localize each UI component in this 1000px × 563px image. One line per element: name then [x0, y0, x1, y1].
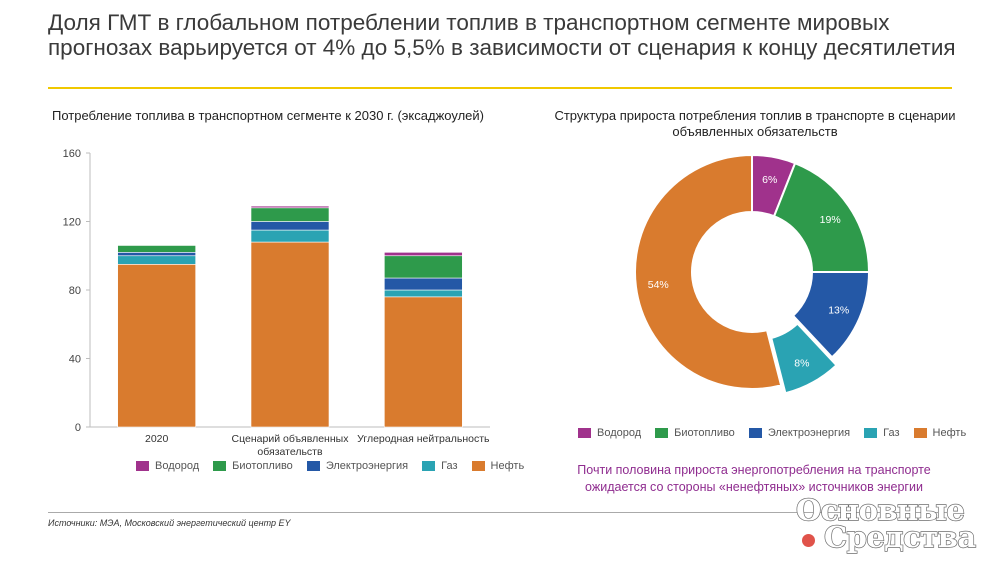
- bar-segment: [384, 252, 463, 257]
- conclusion-note: Почти половина прироста энергопотреблени…: [577, 463, 931, 494]
- legend-label: Нефть: [490, 460, 525, 472]
- legend-item: Водород: [136, 460, 199, 472]
- legend-item: Газ: [422, 460, 458, 472]
- legend-swatch: [578, 428, 591, 438]
- watermark-logo: Основные Средства: [794, 494, 994, 556]
- x-category-label: Сценарий объявленных обязательств: [232, 433, 350, 458]
- bar-segment: [117, 255, 196, 265]
- legend-item: Биотопливо: [655, 427, 735, 439]
- legend-item: Биотопливо: [213, 460, 293, 472]
- legend-item: Электроэнергия: [748, 427, 851, 439]
- legend-swatch: [213, 461, 227, 471]
- slice-label: 13%: [828, 305, 849, 317]
- slice-label: 6%: [762, 174, 777, 186]
- x-category-label: Углеродная нейтральность: [357, 433, 490, 445]
- slice-label: 54%: [648, 279, 669, 291]
- bar-segment: [117, 245, 196, 253]
- legend-label: Биотопливо: [674, 427, 735, 439]
- x-category-label: 2020: [145, 433, 169, 445]
- legend-item: Водород: [578, 427, 641, 439]
- bar-segment: [384, 289, 463, 298]
- legend-label: Газ: [441, 460, 458, 472]
- legend-item: Нефть: [471, 460, 525, 472]
- footer-divider: [48, 512, 952, 513]
- watermark-line-1: Основные: [795, 493, 965, 527]
- y-tick-label: 120: [63, 217, 81, 229]
- legend-swatch: [136, 461, 149, 471]
- donut-slice: [770, 322, 838, 395]
- bar-segment: [250, 207, 330, 222]
- legend-item: Нефть: [913, 427, 967, 439]
- bar-chart-legend: Водород Биотопливо Электроэнергия Газ Нефть: [136, 460, 538, 472]
- donut-chart-title: Структура прироста потребления топлив в …: [554, 108, 956, 139]
- bar-segment: [250, 229, 330, 243]
- donut-chart: 6% 19% 13% 8% 54%: [634, 153, 871, 395]
- legend-label: Электроэнергия: [767, 427, 851, 439]
- bar-segment: [384, 296, 463, 428]
- y-tick-label: 160: [63, 148, 81, 160]
- legend-label: Электроэнергия: [325, 460, 409, 472]
- donut-slice: [634, 153, 783, 390]
- legend-item: Электроэнергия: [306, 460, 409, 472]
- y-tick-label: 80: [69, 285, 81, 297]
- bar-segment: [117, 264, 196, 428]
- y-tick-label: 0: [75, 422, 81, 434]
- bar-segment: [250, 205, 330, 209]
- legend-label: Водород: [155, 460, 200, 472]
- watermark-line-2: Средства: [823, 520, 977, 554]
- legend-swatch: [913, 428, 927, 438]
- bar-chart-title: Потребление топлива в транспортном сегме…: [52, 108, 484, 123]
- legend-swatch: [422, 461, 436, 471]
- watermark-dot-icon: [802, 534, 815, 547]
- donut-chart-legend: Водород Биотопливо Электроэнергия Газ Нефть: [578, 427, 980, 439]
- slide-title: Доля ГМТ в глобальном потреблении топлив…: [48, 10, 956, 60]
- legend-label: Газ: [883, 427, 900, 439]
- bar-segment: [250, 221, 330, 231]
- bar-segment: [384, 277, 463, 291]
- legend-swatch: [655, 428, 669, 438]
- legend-label: Нефть: [932, 427, 967, 439]
- legend-label: Водород: [597, 427, 642, 439]
- source-note: Источники: МЭА, Московский энергетически…: [48, 518, 291, 528]
- bar-segment: [117, 252, 196, 257]
- slice-label: 19%: [820, 214, 841, 226]
- y-tick-label: 40: [69, 354, 81, 366]
- legend-swatch: [864, 428, 878, 438]
- slice-label: 8%: [794, 358, 809, 370]
- title-underline: [48, 87, 952, 89]
- donut-slice: [791, 271, 871, 359]
- stacked-bar-chart: 0 40 80 120 160 2020 Сценарий объявленных обяза…: [63, 148, 490, 458]
- legend-swatch: [306, 461, 320, 471]
- legend-label: Биотопливо: [232, 460, 293, 472]
- legend-item: Газ: [864, 427, 900, 439]
- legend-swatch: [471, 461, 485, 471]
- bar-segment: [384, 255, 463, 279]
- bar-segment: [250, 241, 330, 428]
- legend-swatch: [748, 428, 762, 438]
